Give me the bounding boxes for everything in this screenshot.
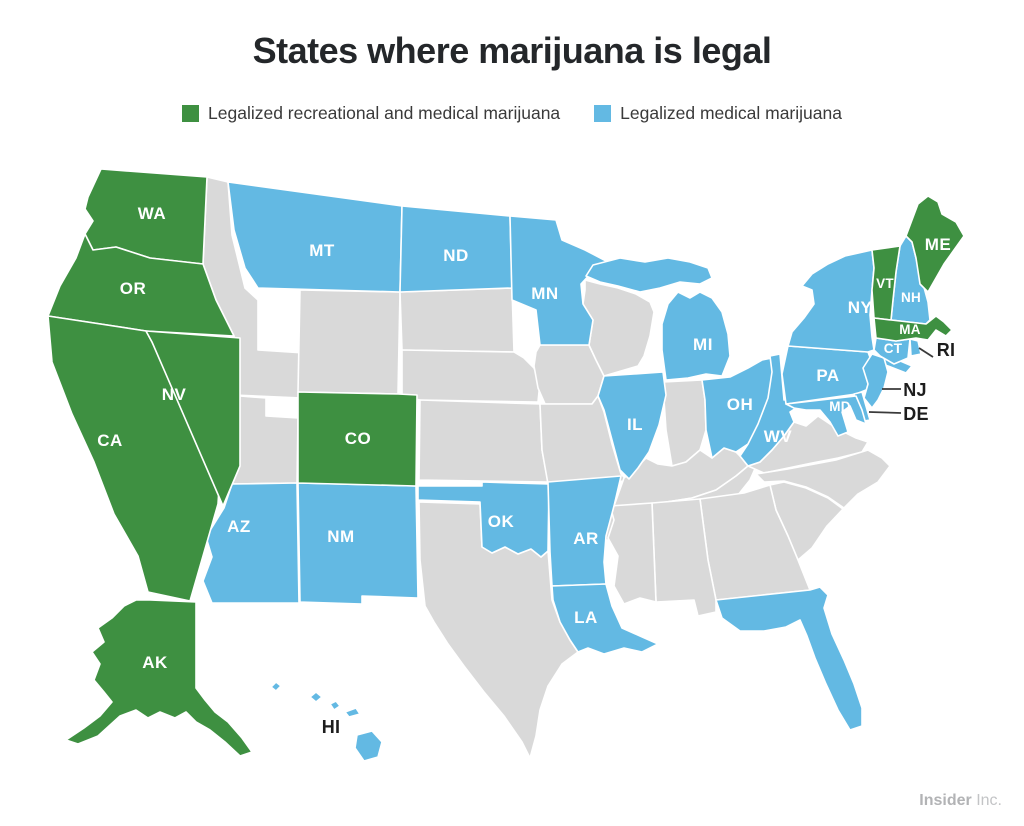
callout-line-de [868, 411, 902, 414]
state-ar [547, 475, 622, 587]
state-label-ar: AR [573, 529, 599, 548]
callout-line-ri [918, 347, 934, 358]
state-label-ca: CA [97, 431, 123, 450]
state-or [47, 233, 235, 337]
state-label-ak: AK [142, 653, 168, 672]
state-ri [909, 338, 922, 357]
legend-item-medical: Legalized medical marijuana [594, 103, 842, 124]
hi-island-3 [329, 700, 341, 711]
state-ks [418, 399, 549, 483]
state-mi [661, 291, 731, 381]
state-label-nm: NM [327, 527, 354, 546]
legend-item-recreational: Legalized recreational and medical marij… [182, 103, 560, 124]
state-label-mi: MI [693, 335, 713, 354]
state-label-oh: OH [727, 395, 754, 414]
callout-label-nj: NJ [903, 380, 927, 400]
hi-island-2 [309, 691, 323, 703]
state-label-md: MD [829, 399, 850, 414]
state-label-nd: ND [443, 246, 469, 265]
state-ut [231, 395, 299, 485]
state-mt [227, 181, 403, 293]
legend: Legalized recreational and medical marij… [0, 103, 1024, 124]
state-ok [417, 481, 550, 558]
callout-label-de: DE [903, 404, 929, 424]
state-al [651, 498, 717, 617]
state-hi [270, 681, 383, 762]
state-co [297, 391, 418, 487]
state-il [597, 371, 667, 480]
page-title: States where marijuana is legal [252, 30, 772, 71]
state-wy [297, 289, 401, 395]
state-ms [607, 502, 657, 605]
attribution-brand: Insider [919, 792, 972, 809]
state-label-nh: NH [901, 290, 921, 305]
state-az [202, 482, 300, 604]
legend-label-medical: Legalized medical marijuana [620, 103, 842, 123]
state-mo [539, 395, 629, 485]
attribution-suffix: Inc. [976, 792, 1002, 809]
state-label-ma: MA [899, 322, 920, 337]
callout-label-hi: HI [322, 717, 341, 737]
state-nc [755, 449, 891, 509]
state-me [905, 195, 965, 293]
state-mn [509, 215, 609, 346]
state-label-or: OR [120, 279, 147, 298]
legend-swatch-medical-icon [594, 105, 612, 122]
state-label-vt: VT [876, 276, 894, 291]
state-label-co: CO [345, 429, 372, 448]
state-label-wv: WV [764, 427, 793, 446]
state-sd [399, 287, 515, 353]
state-label-me: ME [925, 235, 952, 254]
state-la [551, 583, 659, 655]
state-nv [145, 330, 241, 507]
state-label-il: IL [627, 415, 643, 434]
callout-label-ri: RI [937, 340, 956, 360]
state-ak [65, 599, 253, 757]
hi-island-5 [354, 730, 383, 762]
legend-label-recreational: Legalized recreational and medical marij… [208, 103, 561, 123]
state-label-wa: WA [138, 204, 166, 223]
hi-island-1 [270, 681, 282, 692]
state-label-mn: MN [531, 284, 558, 303]
attribution: Insider Inc. [919, 792, 1002, 810]
state-label-ny: NY [848, 298, 873, 317]
state-label-la: LA [574, 608, 598, 627]
state-label-az: AZ [227, 517, 251, 536]
state-nj [862, 353, 889, 409]
state-ma [873, 315, 953, 342]
legend-swatch-recreational-icon [182, 105, 200, 122]
hi-island-4 [344, 707, 361, 718]
attribution-suffix-text: Inc. [976, 792, 1002, 809]
state-mi-upper [585, 257, 713, 293]
state-ne [401, 349, 541, 403]
state-label-ok: OK [488, 512, 515, 531]
state-label-mt: MT [309, 241, 335, 260]
state-label-fl: FL [795, 659, 817, 678]
state-label-pa: PA [816, 366, 839, 385]
state-nm [297, 482, 419, 605]
state-md [785, 395, 867, 437]
state-label-nv: NV [162, 385, 187, 404]
state-fl [715, 586, 863, 731]
state-label-ct: CT [884, 341, 903, 356]
